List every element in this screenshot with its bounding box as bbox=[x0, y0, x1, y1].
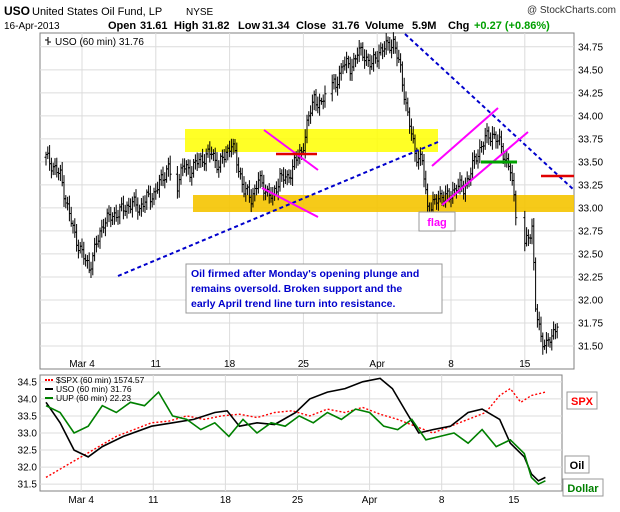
exchange-label: NYSE bbox=[186, 7, 214, 18]
oil-tag-box bbox=[564, 455, 590, 474]
fund-name: United States Oil Fund, LP bbox=[32, 6, 162, 18]
high-label: High bbox=[174, 20, 199, 32]
flag-label-box bbox=[418, 211, 456, 232]
main-legend: USO (60 min) 31.76 bbox=[55, 37, 144, 48]
lower-x-tick-label: 15 bbox=[508, 495, 520, 506]
lower-x-tick-label: 25 bbox=[292, 495, 304, 506]
flag-line-lower-right bbox=[441, 131, 529, 206]
bar-icon bbox=[45, 37, 51, 45]
main-x-tick-label: 15 bbox=[519, 359, 531, 370]
legend-label: UUP (60 min) 22.23 bbox=[56, 393, 131, 403]
flag-line-upper-right bbox=[431, 107, 499, 167]
lower-x-tick-label: 11 bbox=[148, 495, 159, 506]
main-y-tick-label: 34.00 bbox=[578, 111, 603, 122]
main-y-tick-label: 33.50 bbox=[578, 157, 603, 168]
lower-y-tick-label: 31.5 bbox=[18, 480, 38, 491]
lower-x-tick-label: 18 bbox=[220, 495, 232, 506]
main-y-tick-label: 34.75 bbox=[578, 42, 603, 53]
main-y-tick-label: 33.00 bbox=[578, 203, 603, 214]
annotation-box bbox=[185, 263, 443, 314]
date-label: 16-Apr-2013 bbox=[4, 21, 60, 32]
spx-tag-box bbox=[566, 391, 598, 410]
chg-label: Chg bbox=[448, 20, 469, 32]
high-value: 31.82 bbox=[202, 20, 230, 32]
series-line-spx bbox=[45, 387, 546, 479]
rising-trend-line bbox=[117, 141, 439, 277]
support-zone bbox=[193, 195, 574, 212]
main-y-tick-label: 32.25 bbox=[578, 272, 603, 283]
legend-label: USO (60 min) 31.76 bbox=[56, 384, 132, 394]
symbol-title: USO bbox=[4, 4, 30, 18]
annotation-line-3: early April trend line turn into resista… bbox=[191, 298, 395, 310]
lower-y-tick-label: 33.0 bbox=[18, 429, 38, 440]
copyright-label: @ StockCharts.com bbox=[527, 5, 616, 16]
dollar-tag-box bbox=[562, 478, 604, 497]
price-bar bbox=[514, 190, 518, 226]
price-bar bbox=[323, 85, 327, 108]
lower-y-axis-left: 31.5 32.0 32.5 33.0 33.5 34.0 34.5 bbox=[18, 377, 38, 490]
main-y-tick-label: 32.75 bbox=[578, 226, 603, 237]
legend-entry-uup: UUP (60 min) 22.23 bbox=[45, 393, 131, 403]
lower-lines bbox=[45, 377, 546, 486]
dollar-tag: Dollar bbox=[567, 483, 599, 495]
open-label: Open bbox=[108, 20, 136, 32]
volume-label: Volume bbox=[365, 20, 404, 32]
quote-line: Open 31.61 High 31.82 Low 31.34 Close 31… bbox=[108, 20, 550, 32]
price-bar bbox=[168, 155, 172, 181]
flag-line-upper-left bbox=[263, 129, 319, 171]
lower-x-axis: Mar 4 11 18 25 Apr 8 15 bbox=[68, 495, 519, 506]
main-y-tick-label: 34.25 bbox=[578, 88, 603, 99]
main-y-tick-label: 33.75 bbox=[578, 134, 603, 145]
series-line-uso bbox=[45, 377, 546, 482]
oil-tag: Oil bbox=[570, 460, 585, 472]
flag-label: flag bbox=[427, 217, 447, 229]
main-x-axis: Mar 4 11 18 25 Apr 8 15 bbox=[69, 359, 531, 370]
lower-x-tick-label: Mar 4 bbox=[68, 495, 94, 506]
flag-line-lower-left bbox=[261, 187, 319, 218]
falling-trend-line bbox=[404, 33, 575, 191]
main-y-tick-label: 32.50 bbox=[578, 249, 603, 260]
resistance-zone bbox=[185, 129, 438, 152]
annotation-line-2: remains oversold. Broken support and the bbox=[191, 283, 402, 295]
main-y-axis: 31.50 31.75 32.00 32.25 32.50 32.75 33.00 33.25… bbox=[578, 42, 603, 352]
lower-grid bbox=[40, 375, 562, 491]
main-x-tick-label: 11 bbox=[151, 359, 162, 370]
main-x-tick-label: Apr bbox=[369, 359, 385, 370]
lower-y-tick-label: 34.0 bbox=[18, 394, 38, 405]
low-value: 31.34 bbox=[262, 20, 290, 32]
main-x-tick-label: 25 bbox=[298, 359, 310, 370]
main-y-tick-label: 33.25 bbox=[578, 180, 603, 191]
lower-y-tick-label: 32.5 bbox=[18, 446, 38, 457]
lower-y-tick-label: 34.5 bbox=[18, 377, 38, 388]
close-value: 31.76 bbox=[332, 20, 360, 32]
price-bar bbox=[555, 322, 559, 339]
main-y-tick-label: 31.50 bbox=[578, 341, 603, 352]
main-y-tick-label: 32.00 bbox=[578, 295, 603, 306]
lower-x-tick-label: Apr bbox=[362, 495, 378, 506]
lower-y-tick-label: 33.5 bbox=[18, 411, 38, 422]
chg-value: +0.27 (+0.86%) bbox=[474, 20, 550, 32]
legend-entry-spx: $SPX (60 min) 1574.57 bbox=[45, 375, 145, 385]
legend-label: $SPX (60 min) 1574.57 bbox=[56, 375, 145, 385]
annotation-line-1: Oil firmed after Monday's opening plunge… bbox=[191, 268, 419, 280]
close-label: Close bbox=[296, 20, 326, 32]
main-y-tick-label: 34.50 bbox=[578, 65, 603, 76]
legend-entry-uso: USO (60 min) 31.76 bbox=[45, 384, 132, 394]
main-x-tick-label: Mar 4 bbox=[69, 359, 95, 370]
lower-y-tick-label: 32.0 bbox=[18, 463, 38, 474]
series-line-uup bbox=[45, 390, 546, 486]
main-y-tick-label: 31.75 bbox=[578, 318, 603, 329]
lower-x-tick-label: 8 bbox=[439, 495, 445, 506]
main-x-tick-label: 18 bbox=[224, 359, 236, 370]
main-x-tick-label: 8 bbox=[448, 359, 454, 370]
open-value: 31.61 bbox=[140, 20, 168, 32]
volume-value: 5.9M bbox=[412, 20, 436, 32]
price-bars bbox=[44, 32, 559, 355]
low-label: Low bbox=[238, 20, 260, 32]
spx-tag: SPX bbox=[571, 396, 594, 408]
